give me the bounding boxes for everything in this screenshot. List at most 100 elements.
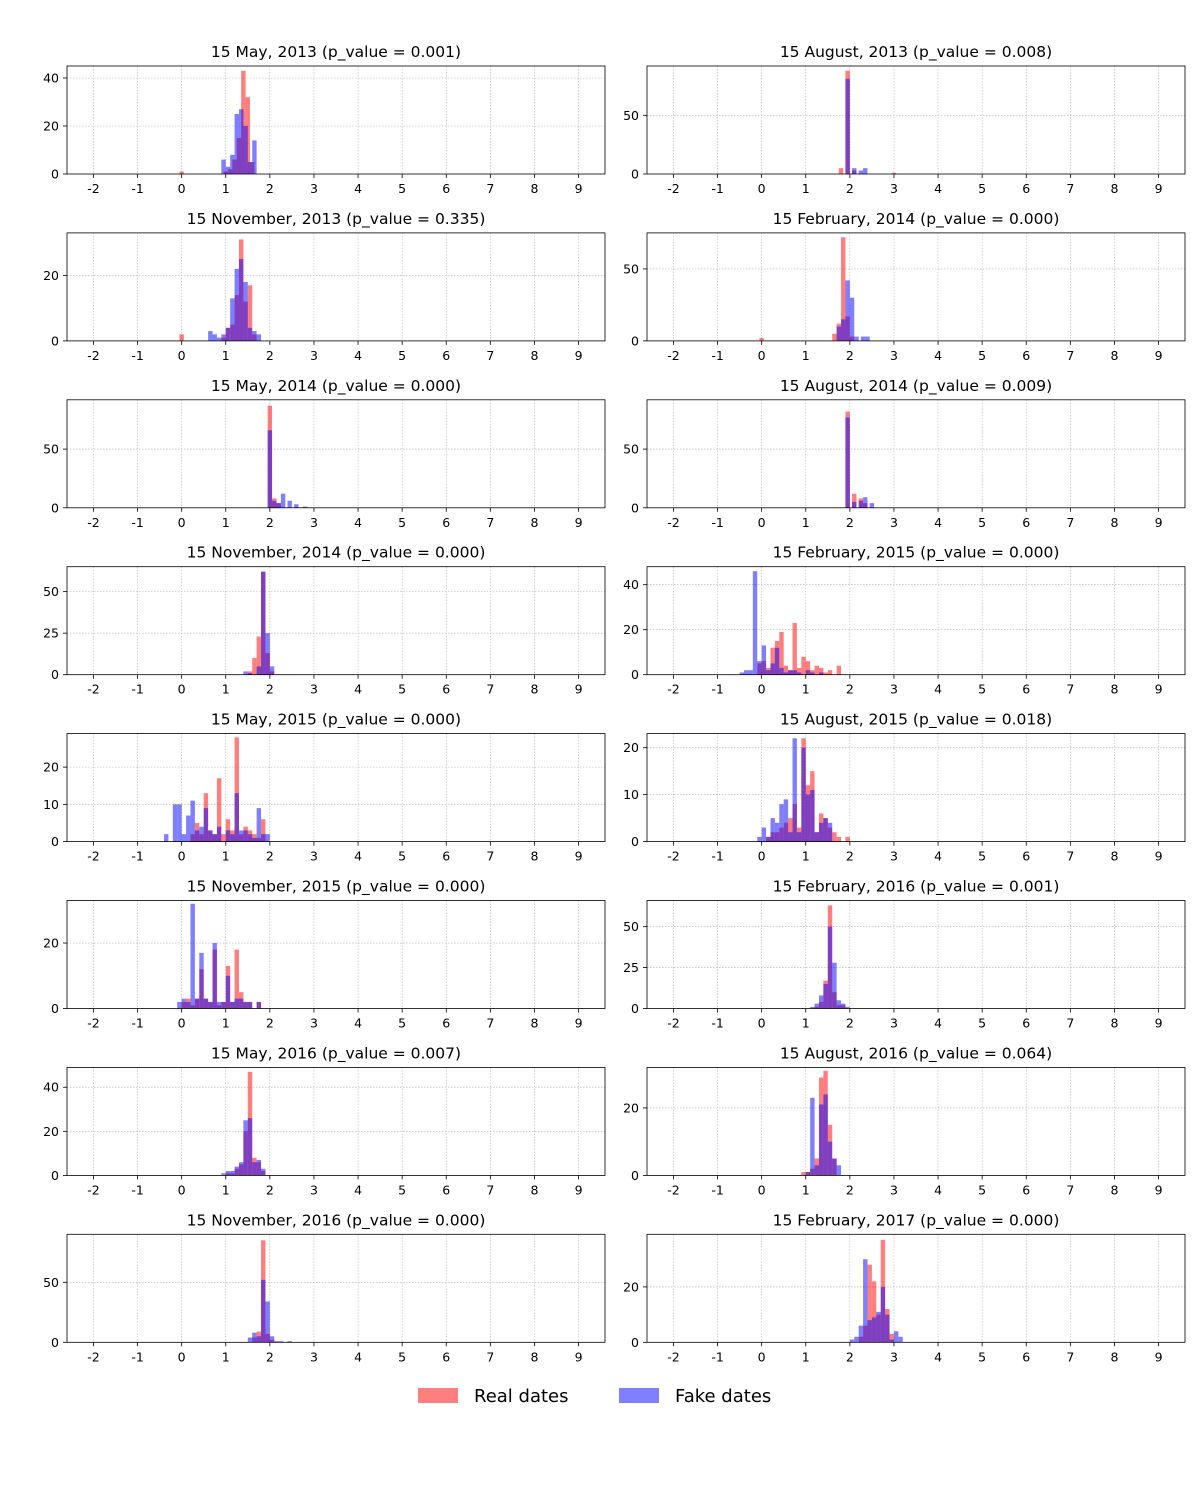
fake-dates-bar [858, 1325, 864, 1343]
x-tick-label: 9 [1155, 849, 1163, 864]
y-tick-label: 20 [623, 1279, 639, 1294]
x-tick-label: 9 [575, 1016, 583, 1031]
subplot: 15 February, 2015 (p_value = 0.000) -2 -1 0… [623, 544, 1186, 697]
x-tick-label: -2 [667, 1182, 679, 1197]
real-dates-bar [827, 670, 833, 675]
x-tick-label: 5 [398, 348, 406, 363]
y-tick-label: 50 [623, 442, 639, 457]
fake-dates-bar [796, 832, 802, 842]
x-tick-label: 9 [1155, 348, 1163, 363]
x-tick-label: 8 [1110, 1182, 1118, 1197]
real-dates-bar [216, 778, 222, 842]
legend-swatch-fake [619, 1388, 659, 1403]
fake-dates-bar [823, 818, 828, 842]
x-tick-label: 4 [934, 1016, 942, 1031]
x-tick-label: 0 [758, 1016, 766, 1031]
x-tick-label: 7 [486, 849, 494, 864]
x-tick-label: 2 [266, 849, 274, 864]
x-tick-label: 6 [1022, 682, 1030, 697]
axes-frame [646, 1233, 1186, 1343]
x-tick-label: -2 [87, 1016, 99, 1031]
fake-dates-bar [845, 1006, 850, 1009]
x-tick-label: 4 [934, 181, 942, 196]
fake-dates-bar [234, 1166, 239, 1176]
subplot: 15 February, 2016 (p_value = 0.001) -2 -1 0… [623, 878, 1186, 1031]
y-tick-label: 50 [43, 442, 59, 457]
subplot-title: 15 November, 2016 (p_value = 0.000) [187, 1211, 486, 1230]
y-tick-label: 0 [631, 1001, 639, 1016]
x-tick-label: 0 [178, 849, 186, 864]
x-tick-label: -2 [87, 1349, 99, 1364]
fake-dates-bar [845, 78, 850, 174]
fake-dates-bar [858, 500, 864, 508]
x-tick-label: 5 [978, 515, 986, 530]
fake-dates-bar [276, 503, 281, 508]
real-dates-bar [836, 665, 842, 675]
x-tick-label: 8 [530, 515, 538, 530]
fake-dates-bar [247, 1118, 253, 1176]
x-tick-label: 6 [1022, 1182, 1030, 1197]
fake-dates-bar [234, 114, 239, 174]
fake-dates-bar [181, 834, 187, 842]
x-tick-label: 1 [802, 1182, 810, 1197]
real-dates-bar [179, 334, 184, 341]
fake-dates-bar [252, 1162, 257, 1176]
subplot: 15 August, 2014 (p_value = 0.009) -2 -1 0 1 2… [623, 377, 1186, 530]
x-tick-label: 5 [978, 849, 986, 864]
fake-dates-bar [880, 1286, 886, 1343]
fake-dates-bar [234, 793, 239, 842]
x-tick-label: 6 [442, 1349, 450, 1364]
x-tick-label: 7 [1066, 1182, 1074, 1197]
x-tick-label: 5 [978, 682, 986, 697]
fake-dates-bar [827, 822, 833, 842]
x-tick-label: -1 [711, 1349, 723, 1364]
x-tick-label: 5 [398, 849, 406, 864]
fake-dates-bar [272, 500, 277, 508]
y-tick-label: 40 [43, 71, 59, 86]
fake-dates-bar [867, 1320, 872, 1343]
x-tick-label: 7 [1066, 348, 1074, 363]
x-tick-label: 2 [846, 1182, 854, 1197]
y-tick-label: 20 [43, 119, 59, 134]
x-tick-label: 1 [222, 348, 230, 363]
subplot-title: 15 May, 2014 (p_value = 0.000) [211, 377, 461, 396]
fake-dates-bar [203, 998, 209, 1009]
fake-dates-bar [744, 670, 749, 675]
x-tick-label: 5 [978, 1349, 986, 1364]
fake-dates-bar [792, 670, 797, 675]
fake-dates-bar [810, 789, 815, 842]
x-tick-label: 0 [178, 348, 186, 363]
real-dates-bar [891, 172, 897, 174]
real-dates-bar [832, 333, 837, 341]
fake-dates-bar [164, 834, 169, 842]
real-dates-bar [845, 836, 850, 842]
fake-dates-bar [748, 670, 753, 675]
x-tick-label: 5 [398, 682, 406, 697]
fake-dates-bar [860, 336, 866, 341]
fake-dates-bar [818, 1104, 824, 1176]
fake-dates-bar [256, 1001, 262, 1009]
x-tick-label: 4 [354, 1016, 362, 1031]
fake-dates-bar [814, 832, 819, 842]
x-tick-label: 2 [266, 1182, 274, 1197]
x-tick-label: 9 [1155, 181, 1163, 196]
x-tick-label: 1 [222, 1182, 230, 1197]
subplot-title: 15 February, 2014 (p_value = 0.000) [773, 210, 1060, 229]
fake-dates-bar [190, 903, 195, 1009]
x-tick-label: 5 [398, 181, 406, 196]
fake-dates-bar [827, 926, 833, 1009]
subplot: 15 August, 2013 (p_value = 0.008) -2 -1 0 1 2… [623, 43, 1186, 196]
x-tick-label: 6 [442, 181, 450, 196]
x-tick-label: 8 [530, 181, 538, 196]
x-tick-label: 7 [486, 682, 494, 697]
x-tick-label: 0 [758, 1349, 766, 1364]
fake-dates-bar [252, 331, 257, 341]
x-tick-label: 9 [1155, 1349, 1163, 1364]
x-tick-label: 5 [398, 1182, 406, 1197]
fake-dates-bar [234, 268, 239, 341]
x-tick-label: 2 [266, 181, 274, 196]
x-tick-label: 0 [758, 849, 766, 864]
fake-dates-bar [238, 109, 244, 174]
x-tick-label: 5 [978, 181, 986, 196]
x-tick-label: 6 [1022, 1016, 1030, 1031]
